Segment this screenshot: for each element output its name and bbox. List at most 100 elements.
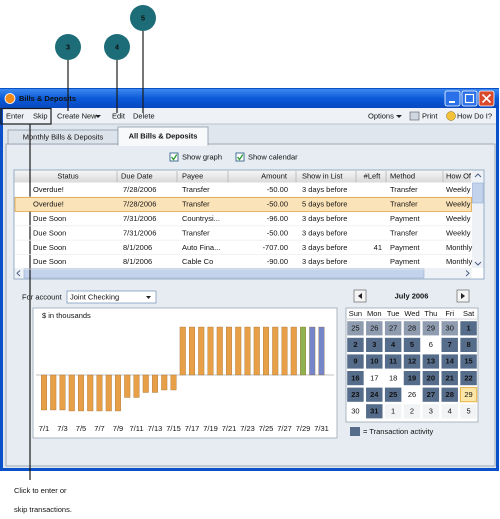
column-header[interactable]: Amount	[261, 171, 288, 180]
calendar-day[interactable]	[366, 387, 383, 402]
menu-item[interactable]: Enter	[6, 111, 24, 120]
calendar-day[interactable]	[403, 387, 421, 402]
calendar-day[interactable]	[366, 337, 383, 352]
checkbox[interactable]	[235, 152, 245, 162]
calendar-day[interactable]	[422, 404, 440, 419]
tab-label[interactable]: All Bills & Deposits	[129, 131, 198, 140]
calendar-day[interactable]	[403, 321, 421, 336]
table-cell[interactable]: Transfer	[182, 185, 210, 194]
tab-label[interactable]: Monthly Bills & Deposits	[23, 132, 104, 141]
table-cell[interactable]: Transfer	[390, 185, 418, 194]
calendar-day[interactable]	[441, 387, 458, 402]
calendar-day[interactable]	[347, 404, 364, 419]
calendar-day[interactable]	[347, 321, 364, 336]
table-cell[interactable]: Cable Co	[182, 257, 213, 266]
table-cell[interactable]: 3 days before	[302, 243, 347, 252]
calendar-day[interactable]	[460, 321, 477, 336]
calendar-day[interactable]	[384, 387, 402, 402]
table-cell[interactable]: 8/1/2006	[123, 243, 152, 252]
table-cell[interactable]: 7/28/2006	[123, 185, 156, 194]
calendar-day[interactable]	[347, 387, 364, 402]
calendar-day[interactable]	[347, 354, 364, 369]
calendar-day[interactable]	[422, 371, 440, 386]
column-header[interactable]: Show in List	[302, 171, 343, 180]
column-header[interactable]: Due Date	[121, 171, 153, 180]
scroll-down[interactable]	[474, 261, 482, 266]
scroll-thumb[interactable]	[472, 182, 484, 204]
table-cell[interactable]: Due Soon	[33, 257, 66, 266]
table-cell[interactable]: Payment	[390, 214, 421, 223]
table-cell[interactable]: Payment	[390, 257, 421, 266]
calendar-day[interactable]	[347, 371, 364, 386]
calendar-day[interactable]	[366, 404, 383, 419]
table-cell[interactable]: 7/28/2006	[123, 200, 156, 209]
column-header[interactable]: Method	[390, 171, 415, 180]
calendar-day[interactable]	[460, 337, 477, 352]
table-cell[interactable]: Transfer	[182, 228, 210, 237]
vertical-scrollbar[interactable]	[472, 170, 484, 269]
option-label[interactable]: Show calendar	[248, 152, 298, 161]
calendar-day[interactable]	[459, 387, 478, 403]
table-cell[interactable]: 5 days before	[302, 200, 347, 209]
calendar-day[interactable]	[441, 354, 458, 369]
column-header[interactable]: Payee	[182, 171, 203, 180]
calendar-day[interactable]	[460, 354, 477, 369]
table-cell[interactable]: 7/31/2006	[123, 228, 156, 237]
calendar-day[interactable]	[422, 321, 440, 336]
table-cell[interactable]: 7/31/2006	[123, 214, 156, 223]
account-value[interactable]: Joint Checking	[70, 292, 119, 301]
table-cell[interactable]: Auto Fina...	[182, 243, 220, 252]
calendar-day[interactable]	[422, 387, 440, 402]
maximize-button[interactable]	[461, 90, 478, 107]
calendar-day[interactable]	[460, 404, 477, 419]
table-cell[interactable]: 3 days before	[302, 185, 347, 194]
selected-row[interactable]	[14, 196, 472, 212]
calendar-day[interactable]	[422, 337, 440, 352]
calendar-day[interactable]	[384, 354, 402, 369]
calendar-day[interactable]	[441, 404, 458, 419]
menu-item[interactable]: Create New	[57, 111, 97, 120]
calendar-day[interactable]	[403, 404, 421, 419]
table-cell[interactable]: Weekly	[446, 200, 471, 209]
calendar-day[interactable]	[384, 371, 402, 386]
account-select[interactable]	[66, 290, 157, 304]
table-cell[interactable]: Weekly	[446, 185, 471, 194]
table-cell[interactable]: -90.00	[267, 257, 288, 266]
table-cell[interactable]: 41	[374, 243, 382, 252]
menu-item[interactable]: How Do I?	[457, 111, 492, 120]
table-cell[interactable]: Overdue!	[33, 185, 64, 194]
table-cell[interactable]: 3 days before	[302, 228, 347, 237]
calendar-day[interactable]	[403, 354, 421, 369]
table-cell[interactable]: 3 days before	[302, 214, 347, 223]
table-cell[interactable]: -50.00	[267, 200, 288, 209]
calendar-day[interactable]	[403, 337, 421, 352]
option-label[interactable]: Show graph	[182, 152, 222, 161]
table-cell[interactable]: Weekly	[446, 228, 471, 237]
calendar-day[interactable]	[441, 321, 458, 336]
menu-item[interactable]: Edit	[112, 111, 126, 120]
table-cell[interactable]: Countrysi...	[182, 214, 220, 223]
table-cell[interactable]: Monthly	[446, 257, 473, 266]
column-header[interactable]: Status	[57, 171, 79, 180]
table-cell[interactable]: Overdue!	[33, 200, 64, 209]
minimize-button[interactable]	[444, 90, 461, 107]
table-cell[interactable]: Transfer	[390, 200, 418, 209]
calendar-day[interactable]	[366, 321, 383, 336]
calendar-day[interactable]	[441, 371, 458, 386]
calendar-day[interactable]	[384, 404, 402, 419]
table-cell[interactable]: 3 days before	[302, 257, 347, 266]
table-cell[interactable]: -50.00	[267, 185, 288, 194]
calendar-day[interactable]	[366, 354, 383, 369]
table-cell[interactable]: Due Soon	[33, 214, 66, 223]
calendar-day[interactable]	[441, 337, 458, 352]
table-cell[interactable]: Due Soon	[33, 228, 66, 237]
menu-item[interactable]: Print	[422, 111, 438, 120]
scroll-up[interactable]	[474, 173, 482, 178]
table-cell[interactable]: Payment	[390, 243, 421, 252]
column-header[interactable]: How Of	[446, 171, 472, 180]
table-cell[interactable]: Monthly	[446, 243, 473, 252]
table-cell[interactable]: -50.00	[267, 228, 288, 237]
table-cell[interactable]: Weekly	[446, 214, 471, 223]
calendar-day[interactable]	[366, 371, 383, 386]
table-cell[interactable]: Transfer	[182, 200, 210, 209]
